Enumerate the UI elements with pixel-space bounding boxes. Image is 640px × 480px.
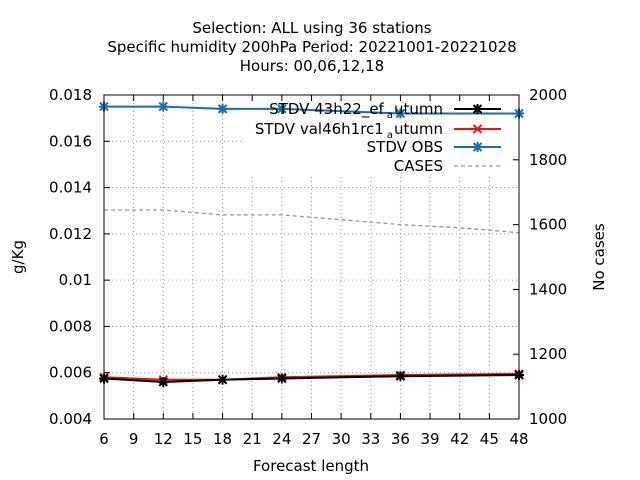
series-line-3 [104, 209, 520, 234]
legend-label: CASES [394, 157, 443, 175]
legend-label: STDV OBS [367, 138, 443, 156]
legend-label: STDV 43h22_ef autumn [269, 100, 443, 121]
data-point-marker [395, 371, 406, 382]
grid-lines [104, 95, 519, 419]
marker-stroke [472, 124, 483, 134]
y2-tick-label: 1200 [529, 345, 567, 363]
data-point-marker [472, 142, 483, 152]
x-tick-label: 6 [99, 430, 109, 448]
x-tick-label: 24 [272, 430, 291, 448]
y-axis-label: g/Kg [9, 240, 27, 274]
y2-tick-label: 1600 [529, 216, 567, 234]
x-tick-label: 30 [332, 430, 351, 448]
data-point-marker [276, 103, 287, 114]
y-tick-label: 0.004 [49, 410, 92, 428]
legend-item-0: STDV 43h22_ef autumn [269, 100, 501, 121]
y-tick-label: 0.016 [49, 132, 92, 150]
x-tick-label: 9 [129, 430, 139, 448]
data-point-marker [472, 104, 483, 114]
legend-label-main: STDV val46h1rc1 [255, 120, 384, 138]
x-tick-label: 18 [213, 430, 232, 448]
data-point-marker [276, 373, 287, 384]
series-layer [99, 101, 524, 387]
legend-label: STDV val46h1rc1 autumn [255, 120, 443, 141]
x-tick-label: 12 [154, 430, 173, 448]
legend-label-main: STDV 43h22_ef [269, 100, 384, 119]
y2-tick-label: 1800 [529, 151, 567, 169]
x-tick-label: 33 [361, 430, 380, 448]
y2-tick-label: 1000 [529, 410, 567, 428]
data-point-marker [158, 376, 169, 387]
data-point-marker [395, 108, 406, 119]
series-line-0 [103, 374, 520, 384]
y-tick-label: 0.012 [49, 225, 92, 243]
x-axis-label: Forecast length [253, 457, 369, 475]
data-point-marker [158, 101, 169, 112]
legend-item-2: STDV OBS [367, 138, 501, 156]
y2-axis-label: No cases [590, 223, 608, 291]
legend-item-1: STDV val46h1rc1 autumn [255, 120, 501, 141]
y-tick-label: 0.006 [49, 364, 92, 382]
data-point-marker [217, 103, 228, 114]
chart-title: Selection: ALL using 36 stations Specifi… [107, 19, 516, 75]
y2-tick-label: 2000 [529, 86, 567, 104]
x-tick-label: 21 [243, 430, 262, 448]
title-line-1: Selection: ALL using 36 stations [192, 19, 431, 37]
x-tick-label: 39 [421, 430, 440, 448]
x-tick-label: 42 [450, 430, 469, 448]
y2-tick-label: 1400 [529, 280, 567, 298]
x-tick-label: 36 [391, 430, 410, 448]
y-tick-label: 0.01 [59, 271, 92, 289]
legend-label-main: STDV OBS [367, 138, 443, 156]
plot-frame [103, 94, 520, 420]
x-tick-label: 48 [509, 430, 528, 448]
legend-label-tail: utumn [394, 100, 443, 118]
x-tick-label: 27 [302, 430, 321, 448]
legend-item-3: CASES [394, 157, 501, 175]
y-tick-label: 0.018 [49, 86, 92, 104]
legend-label-sub: a [387, 130, 393, 141]
data-point-marker [217, 374, 228, 385]
legend-label-tail: utumn [394, 120, 443, 138]
x-tick-label: 15 [183, 430, 202, 448]
y-tick-label: 0.014 [49, 179, 92, 197]
series-line-2 [104, 105, 519, 115]
x-tick-label: 45 [480, 430, 499, 448]
axis-ticks: 6 9 12 15 18 21 24 27 30 33 36 39 42 45 48 0.004 0.006 0.… [49, 86, 567, 448]
legend-label-main: CASES [394, 157, 443, 175]
title-line-3: Hours: 00,06,12,18 [240, 57, 384, 75]
legend-label-sub: a [387, 110, 393, 121]
data-point-marker [472, 124, 483, 134]
title-line-2: Specific humidity 200hPa Period: 2022100… [107, 38, 516, 56]
y-tick-label: 0.008 [49, 317, 92, 335]
